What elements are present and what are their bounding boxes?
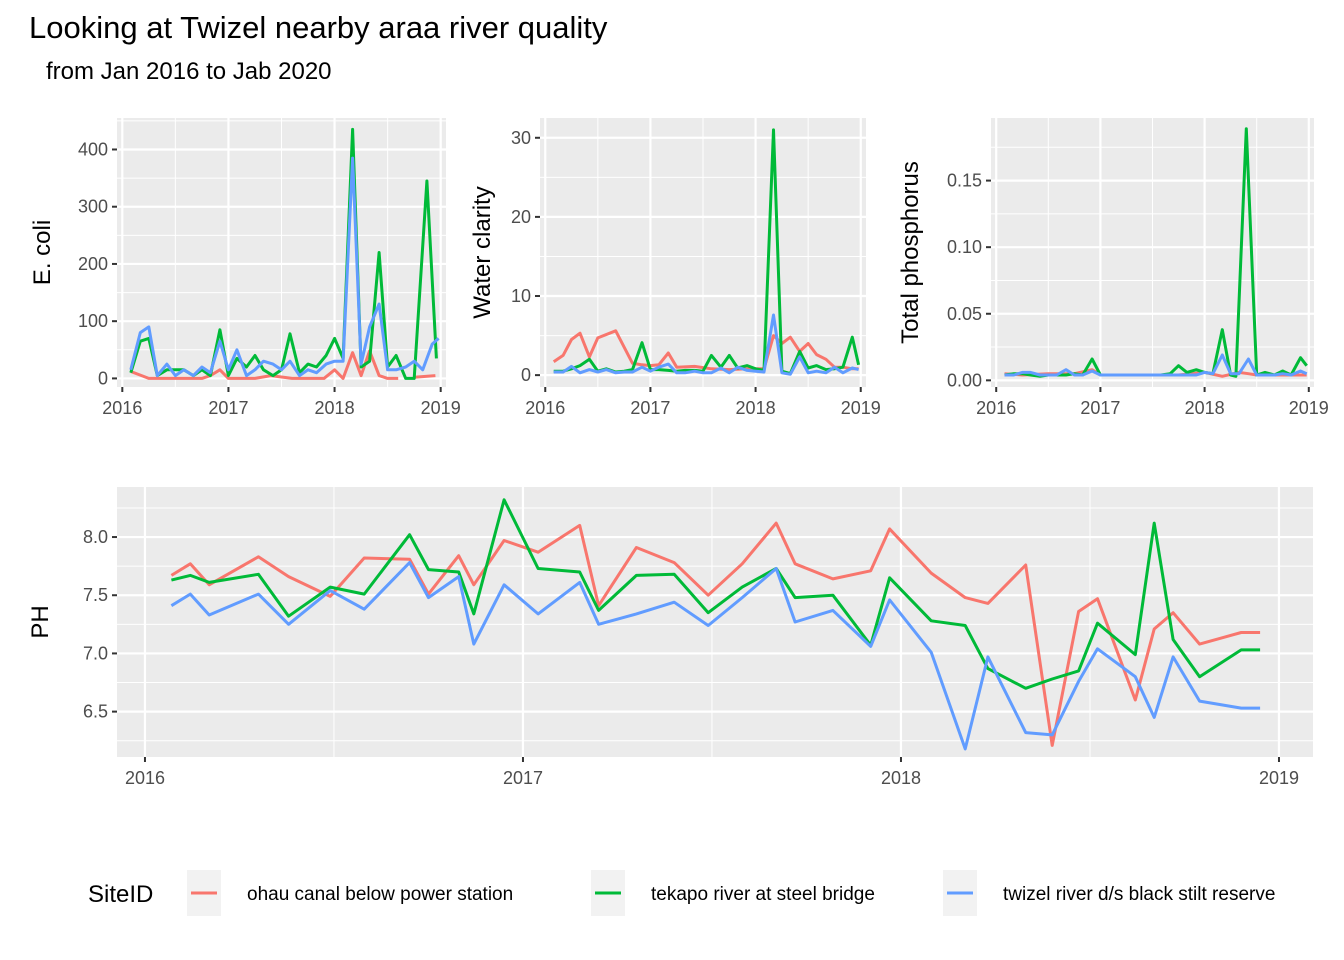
chart-title: Looking at Twizel nearby araa river qual…: [29, 10, 608, 45]
y-tick-label: 0.10: [947, 237, 982, 257]
panel-ecoli: 0 100 200 300 400 2016 2017 2018 2019 E. coli: [29, 118, 461, 418]
y-tick-label: 100: [78, 311, 108, 331]
series-line-0: [552, 329, 859, 372]
y-tick-label: 8.0: [83, 527, 108, 547]
series-line-1: [171, 498, 1261, 690]
panel-water_clarity: 0 10 20 30 2016 2017 2018 2019 Water clarity: [469, 118, 881, 418]
legend: SiteID ohau canal below power station teka…: [88, 870, 1275, 916]
y-axis-label: E. coli: [29, 220, 56, 285]
y-tick-label: 200: [78, 254, 108, 274]
x-tick-label: 2017: [208, 398, 248, 418]
x-tick-label: 2018: [315, 398, 355, 418]
legend-item[interactable]: ohau canal below power station: [187, 870, 513, 916]
x-tick-label: 2016: [102, 398, 142, 418]
chart-subtitle: from Jan 2016 to Jab 2020: [46, 58, 332, 85]
y-tick-label: 400: [78, 139, 108, 159]
x-tick-label: 2019: [1289, 398, 1329, 418]
x-tick-label: 2017: [1080, 398, 1120, 418]
legend-item[interactable]: tekapo river at steel bridge: [591, 870, 875, 916]
y-tick-label: 0: [98, 368, 108, 388]
x-tick-label: 2018: [1185, 398, 1225, 418]
legend-label: tekapo river at steel bridge: [651, 884, 875, 905]
y-tick-label: 7.0: [83, 643, 108, 663]
y-tick-label: 20: [511, 207, 531, 227]
x-tick-label: 2019: [1259, 768, 1299, 788]
y-axis-label: PH: [27, 605, 54, 638]
series-line-0: [170, 521, 1261, 747]
series-line-1: [414, 374, 436, 379]
y-tick-label: 6.5: [83, 702, 108, 722]
x-tick-label: 2018: [881, 768, 921, 788]
y-tick-label: 10: [511, 286, 531, 306]
x-tick-label: 2017: [630, 398, 670, 418]
x-tick-label: 2019: [841, 398, 881, 418]
series-line-0: [130, 349, 399, 380]
y-tick-label: 30: [511, 128, 531, 148]
series-line-3: [129, 156, 440, 378]
y-tick-label: 0: [521, 365, 531, 385]
x-tick-label: 2017: [503, 768, 543, 788]
series-line-2: [553, 313, 859, 376]
x-tick-label: 2016: [525, 398, 565, 418]
series-line-2: [170, 561, 1261, 751]
y-tick-label: 300: [78, 197, 108, 217]
panel-total_phosphorus: 0.00 0.05 0.10 0.15 2016 2017 2018 2019 Total ph…: [897, 118, 1329, 418]
x-tick-label: 2016: [976, 398, 1016, 418]
y-tick-label: 7.5: [83, 585, 108, 605]
legend-item[interactable]: twizel river d/s black stilt reserve: [943, 870, 1275, 916]
x-tick-label: 2019: [421, 398, 461, 418]
y-tick-label: 0.15: [947, 171, 982, 191]
y-tick-label: 0.00: [947, 370, 982, 390]
y-axis-label: Total phosphorus: [897, 161, 924, 344]
panel-ph: 6.5 7.0 7.5 8.0 2016 2017 2018 2019 PH: [27, 487, 1313, 788]
panel-background: [117, 487, 1313, 757]
y-axis-label: Water clarity: [469, 186, 496, 318]
x-tick-label: 2018: [736, 398, 776, 418]
legend-title: SiteID: [88, 881, 153, 908]
x-tick-label: 2016: [125, 768, 165, 788]
legend-label: twizel river d/s black stilt reserve: [1003, 884, 1275, 905]
y-tick-label: 0.05: [947, 304, 982, 324]
series-line-2: [1004, 353, 1308, 377]
legend-label: ohau canal below power station: [247, 884, 513, 905]
